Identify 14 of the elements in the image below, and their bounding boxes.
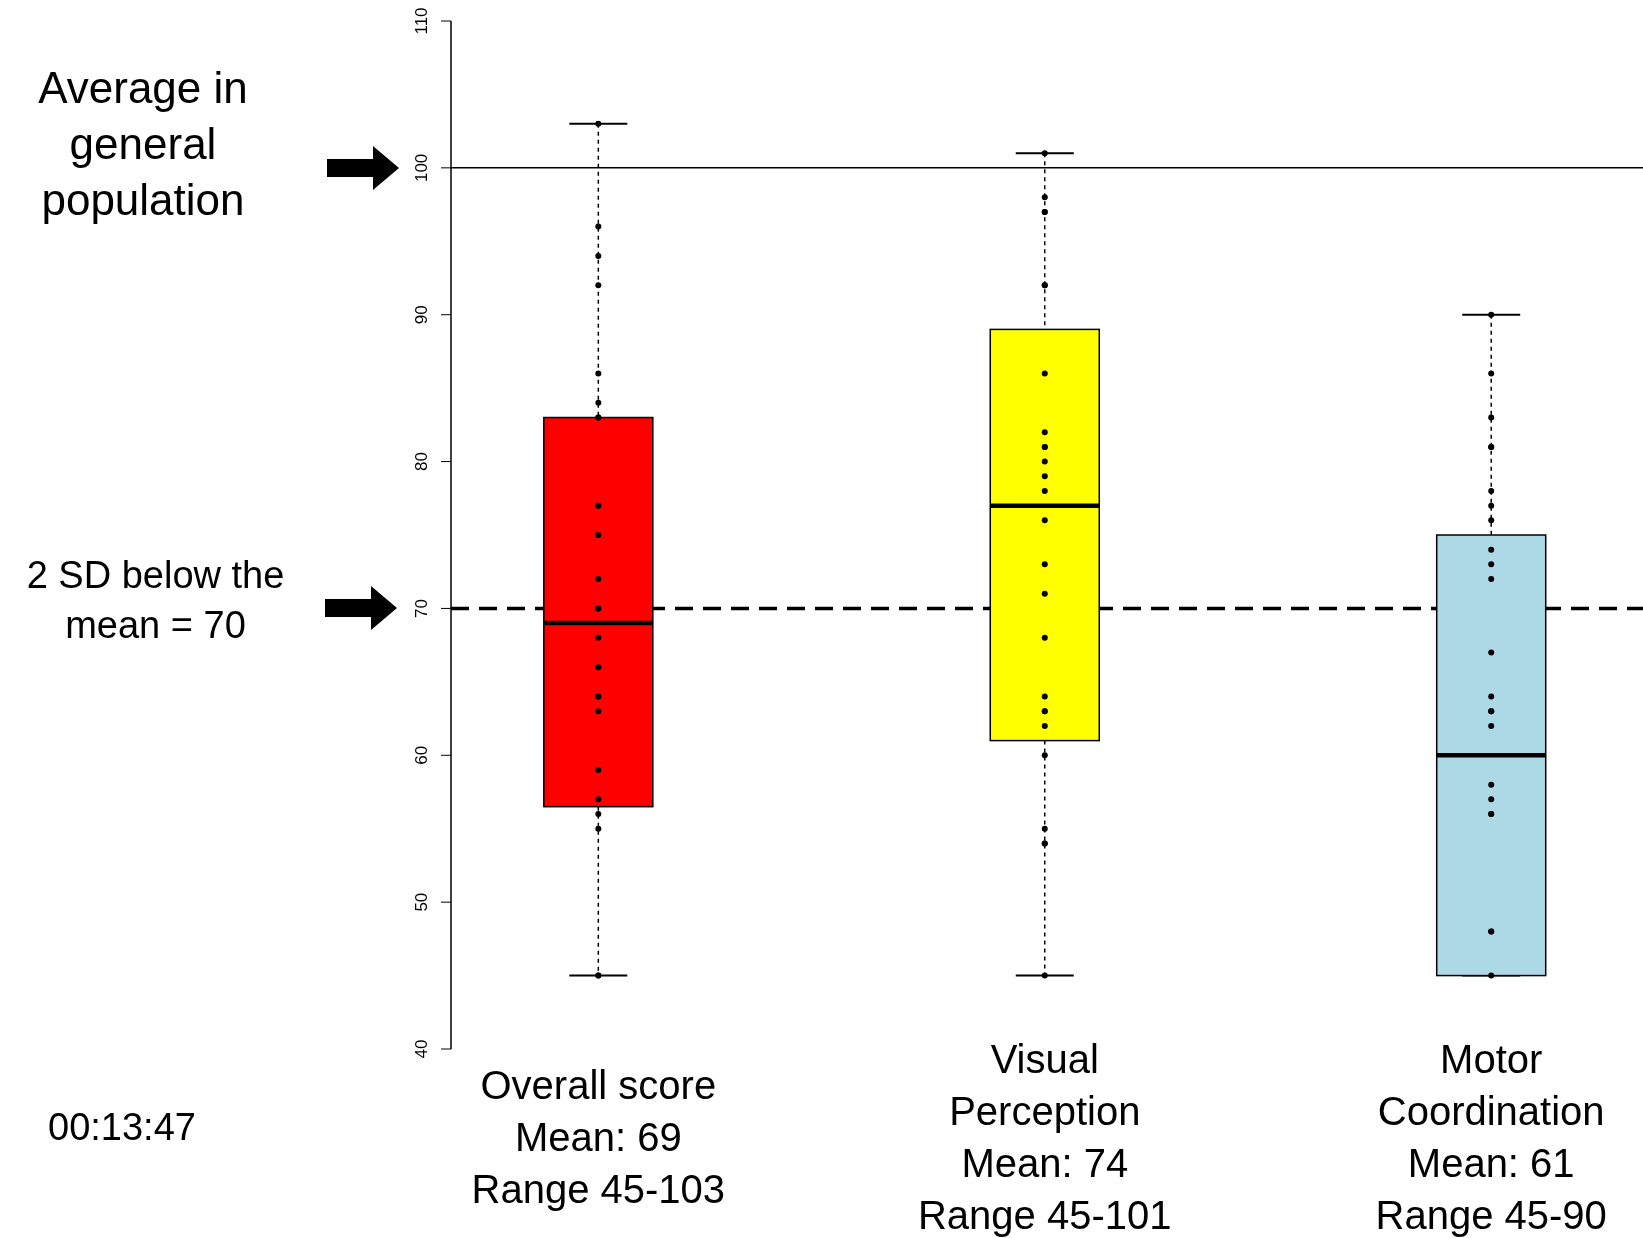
x-tick-label: Motor Coordination Mean: 61 Range 45-90 [1375, 1037, 1607, 1237]
text: Average in general population [37, 62, 249, 226]
y-tick-label: 40 [412, 1039, 431, 1059]
y-tick-label: 110 [412, 7, 431, 35]
y-tick-label: 100 [412, 153, 431, 183]
y-tick-label: 80 [412, 452, 431, 472]
y-tick-label: 50 [412, 892, 431, 912]
y-tick-label: 70 [412, 598, 431, 618]
text: 2 SD below the mean = 70 [25, 553, 286, 648]
y-tick-label: 60 [412, 745, 431, 765]
text: 00:13:47 [47, 1105, 197, 1149]
y-tick-label: 90 [412, 305, 431, 325]
x-tick-label: Overall score Mean: 69 Range 45-103 [471, 1063, 726, 1211]
x-tick-label: Visual Perception Mean: 74 Range 45-101 [917, 1037, 1172, 1237]
